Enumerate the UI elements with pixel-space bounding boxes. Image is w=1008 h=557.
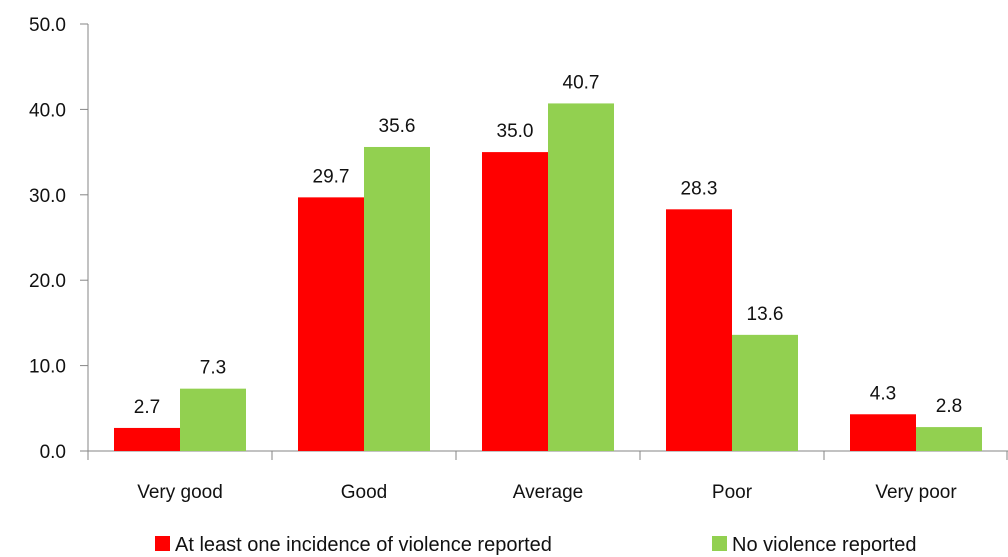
category-label: Average xyxy=(513,482,583,503)
data-label: 2.8 xyxy=(936,396,962,417)
data-label: 40.7 xyxy=(563,72,600,93)
y-tick-label: 20.0 xyxy=(29,271,66,292)
bar xyxy=(364,146,430,451)
bar xyxy=(482,152,548,451)
y-tick-label: 0.0 xyxy=(40,442,66,463)
data-label: 35.0 xyxy=(497,121,534,142)
legend-swatch xyxy=(155,536,170,551)
legend-label: No violence reported xyxy=(732,534,917,556)
bar xyxy=(666,209,732,451)
data-label: 4.3 xyxy=(870,383,896,404)
legend-swatch xyxy=(712,536,727,551)
category-label: Very poor xyxy=(875,482,957,503)
data-labels: 2.7 29.7 35.0 28.3 4.3 7.3 35.6 40.7 13.6 2.8 xyxy=(134,72,962,418)
bar xyxy=(298,197,364,451)
data-label: 35.6 xyxy=(379,116,416,137)
bar xyxy=(732,334,798,451)
y-tick-label: 40.0 xyxy=(29,100,66,121)
y-tick-label: 50.0 xyxy=(29,15,66,36)
bar xyxy=(916,427,982,451)
bars xyxy=(114,103,982,451)
y-tick-label: 10.0 xyxy=(29,357,66,378)
y-axis: 0.0 10.0 20.0 30.0 40.0 50.0 xyxy=(29,15,89,463)
legend: At least one incidence of violence repor… xyxy=(155,534,917,556)
legend-label: At least one incidence of violence repor… xyxy=(175,534,552,556)
y-tick-label: 30.0 xyxy=(29,186,66,207)
category-label: Poor xyxy=(712,482,753,503)
data-label: 13.6 xyxy=(747,304,784,325)
category-label: Very good xyxy=(137,482,223,503)
data-label: 29.7 xyxy=(313,166,350,187)
bar xyxy=(180,388,246,451)
x-axis: Very good Good Average Poor Very poor xyxy=(87,450,1008,503)
data-label: 7.3 xyxy=(200,358,226,379)
data-label: 2.7 xyxy=(134,397,160,418)
bar xyxy=(850,414,916,451)
bar xyxy=(114,427,180,451)
data-label: 28.3 xyxy=(681,178,718,199)
bar xyxy=(548,103,614,451)
category-label: Good xyxy=(341,482,387,503)
